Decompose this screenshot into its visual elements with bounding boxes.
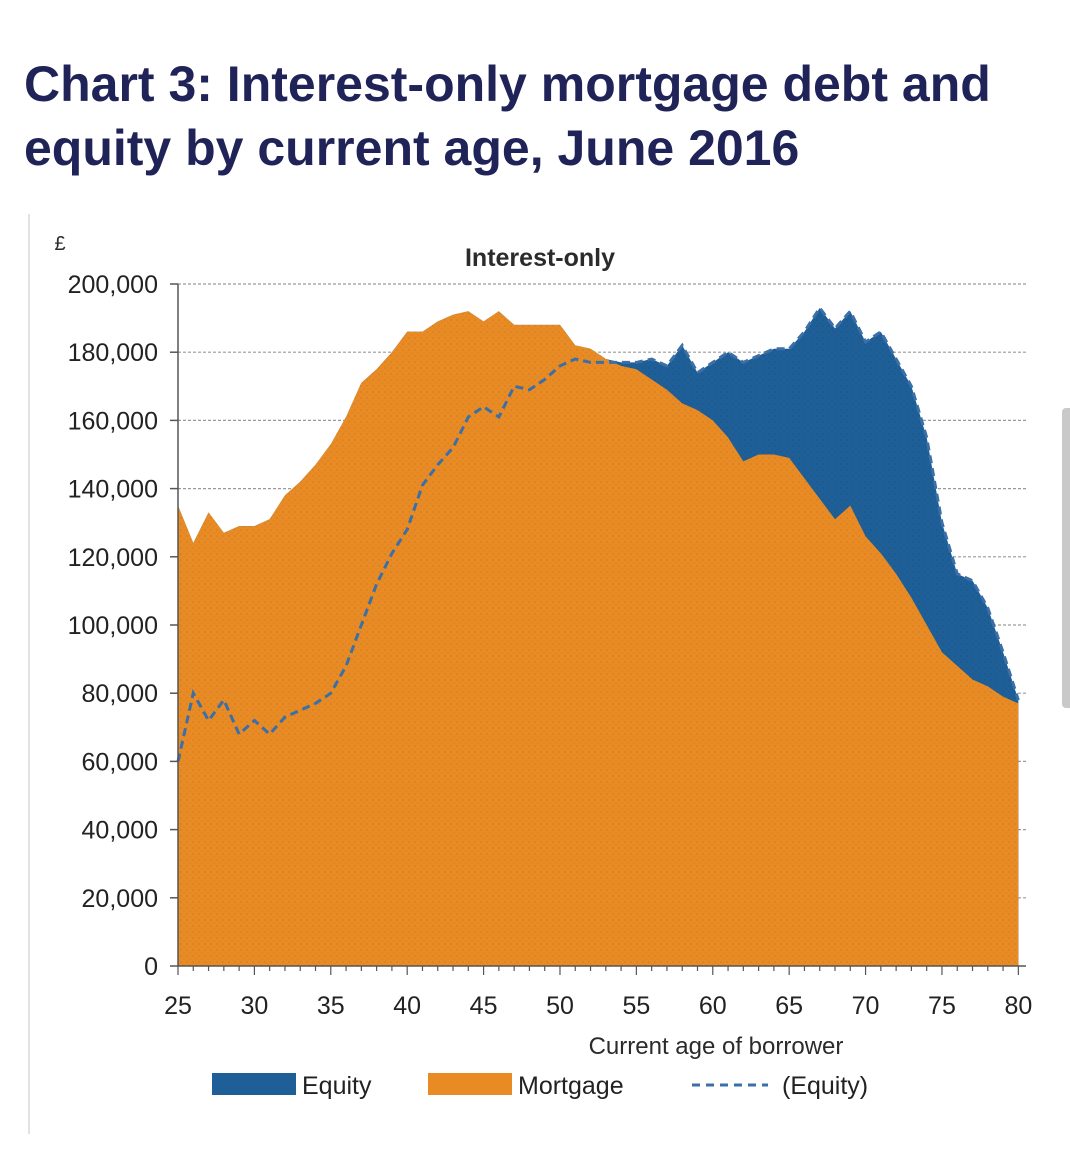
x-tick-label: 70 <box>852 992 880 1020</box>
x-tick-label: 65 <box>775 992 803 1020</box>
y-tick-label: 80,000 <box>82 680 158 708</box>
axes: 0 20,000 40,000 60,000 80,000 100,000 120,000 1… <box>68 271 1033 1020</box>
y-tick-label: 40,000 <box>82 817 158 845</box>
x-tick-label: 35 <box>317 992 345 1020</box>
plot-areas <box>176 305 1020 966</box>
x-tick-label: 75 <box>928 992 956 1020</box>
legend-label: Equity <box>302 1072 372 1100</box>
scroll-edge-handle[interactable] <box>1062 408 1070 708</box>
y-tick-label: 60,000 <box>82 748 158 776</box>
y-tick-label: 180,000 <box>68 339 158 367</box>
y-tick-label: 20,000 <box>82 885 158 913</box>
x-tick-label: 50 <box>546 992 574 1020</box>
legend-label: (Equity) <box>782 1072 868 1100</box>
y-tick-label: 200,000 <box>68 271 158 299</box>
y-tick-label: 120,000 <box>68 544 158 572</box>
y-tick-label: 140,000 <box>68 476 158 504</box>
equity-dashed-line <box>176 305 1020 762</box>
x-tick-label: 25 <box>164 992 192 1020</box>
y-tick-label: 160,000 <box>68 407 158 435</box>
x-tick-label: 60 <box>699 992 727 1020</box>
legend-swatch-equity <box>212 1073 296 1095</box>
chart-headline: Chart 3: Interest-only mortgage debt and… <box>24 56 991 176</box>
y-tick-label: 0 <box>144 953 158 981</box>
x-axis-title: Current age of borrower <box>589 1033 844 1060</box>
legend: Equity Mortgage (Equity) <box>212 1072 868 1100</box>
mortgage-area-texture <box>178 311 1019 966</box>
x-tick-label: 80 <box>1004 992 1032 1020</box>
x-tick-label: 55 <box>622 992 650 1020</box>
frame-divider <box>28 214 30 1134</box>
plot-title: Interest-only <box>465 244 615 272</box>
legend-swatch-mortgage <box>428 1073 512 1095</box>
x-tick-label: 45 <box>470 992 498 1020</box>
x-tick-label: 30 <box>240 992 268 1020</box>
y-tick-label: 100,000 <box>68 612 158 640</box>
legend-label: Mortgage <box>518 1072 624 1100</box>
chart-svg: 0 20,000 40,000 60,000 80,000 100,000 120,000 1… <box>54 233 1033 1100</box>
x-tick-label: 40 <box>393 992 421 1020</box>
y-unit-label: £ <box>54 233 65 255</box>
